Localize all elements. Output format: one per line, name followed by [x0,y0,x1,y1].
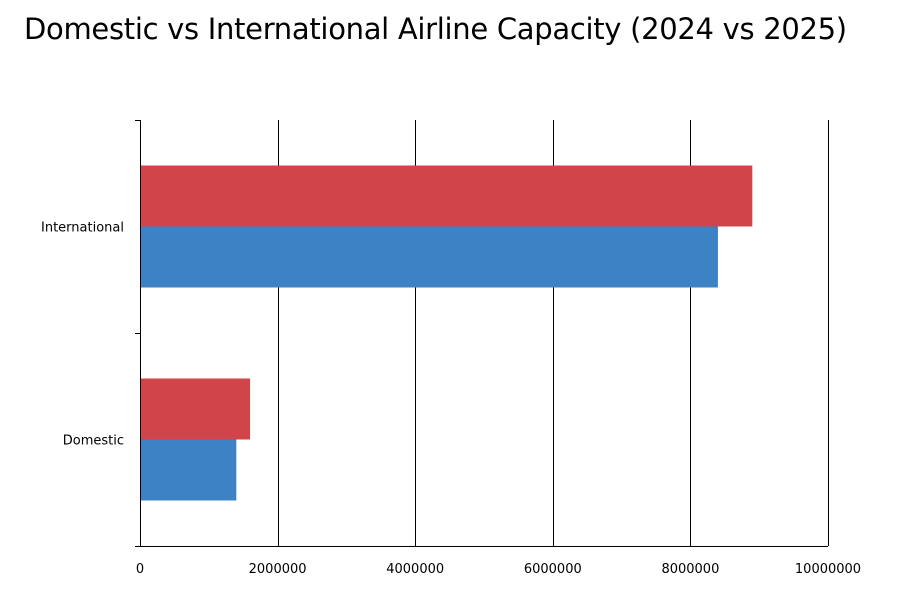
axes [135,120,828,547]
bar-domestic-series-1 [141,439,237,501]
category-label: Domestic [63,434,124,449]
category-label: International [41,221,124,236]
bar-international-series-1 [141,226,718,288]
x-tick-label: 6000000 [524,562,582,577]
bar-international-series-2 [141,165,753,227]
tick-labels: Domestic International 0 2000000 4000000 6000… [41,221,861,578]
chart-title: Domestic vs International Airline Capaci… [24,12,847,46]
x-tick-label: 0 [136,562,144,577]
bar-domestic-series-2 [141,378,251,440]
x-tick-label: 10000000 [795,562,861,577]
x-tick-label: 4000000 [386,562,444,577]
x-tick-label: 2000000 [249,562,307,577]
x-tick-label: 8000000 [661,562,719,577]
bars [141,165,753,501]
